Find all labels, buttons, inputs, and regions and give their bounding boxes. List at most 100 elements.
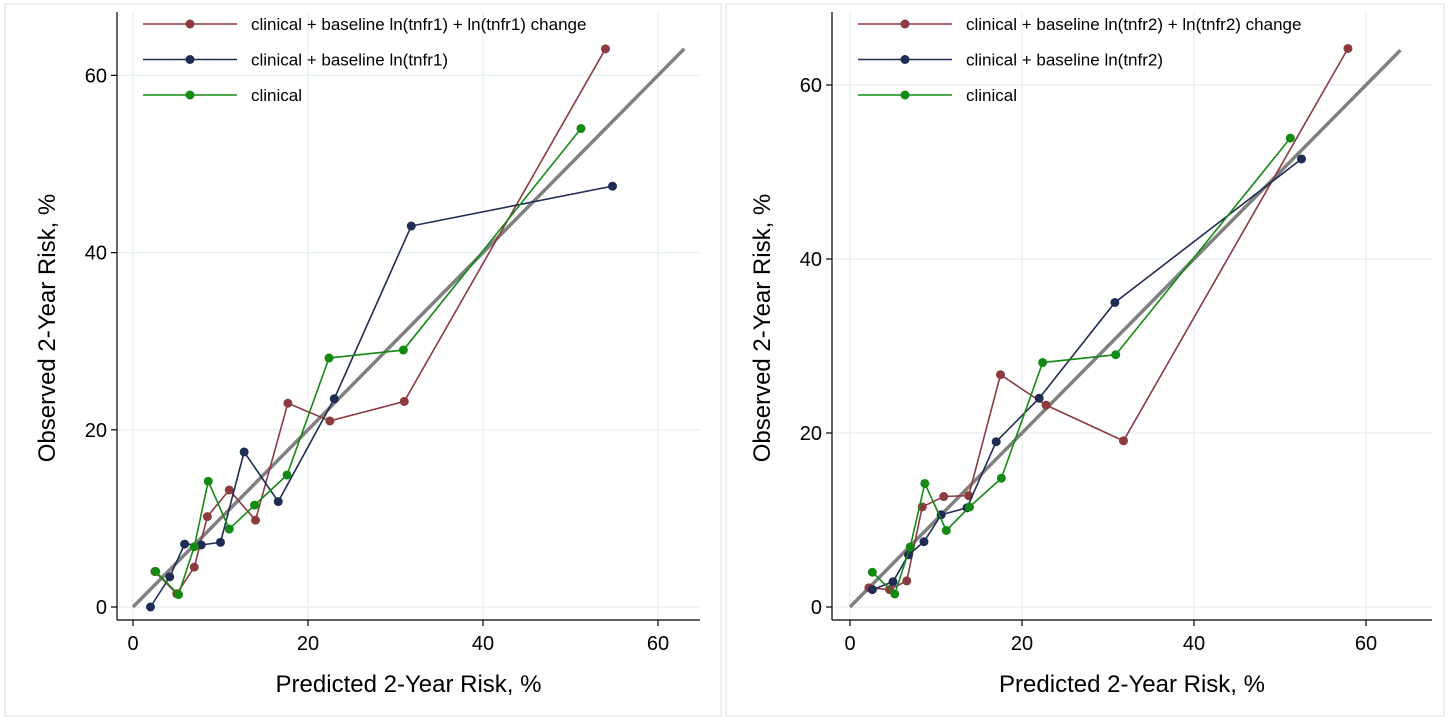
data-point (902, 576, 912, 586)
x-tick-label: 40 (1183, 633, 1205, 655)
y-tick-label: 20 (85, 420, 107, 442)
y-tick-label: 40 (85, 243, 107, 265)
y-tick-label: 0 (811, 597, 822, 619)
data-point (329, 394, 339, 404)
data-point (991, 437, 1001, 447)
data-point (1111, 350, 1121, 360)
series-line (149, 185, 613, 608)
legend-item: clinical + baseline ln(tnfr2) + ln(tnfr2… (858, 15, 1301, 34)
data-point (399, 396, 409, 406)
legend-marker (900, 55, 910, 64)
data-point (996, 370, 1005, 380)
data-point (867, 567, 877, 577)
data-point (325, 416, 335, 426)
data-point (151, 567, 161, 577)
data-point (406, 221, 416, 231)
chart-panel-1: 0 20 40 60 0 20 40 60 Predicted 2-Year Risk, % Ob… (4, 3, 722, 717)
data-point (146, 602, 155, 612)
data-point (251, 515, 260, 525)
data-point (216, 537, 225, 547)
data-point (576, 124, 586, 134)
data-point (996, 473, 1006, 483)
legend-label: clinical + baseline ln(tnfr2) (966, 51, 1163, 70)
data-point (224, 524, 234, 534)
data-point (1285, 133, 1295, 143)
series-line (154, 48, 607, 595)
y-axis-title: Observed 2-Year Risk, % (34, 194, 61, 463)
data-point (1297, 154, 1306, 164)
data-point (941, 525, 951, 535)
data-point (867, 585, 877, 595)
data-point (174, 590, 183, 600)
legend-item: clinical + baseline ln(tnfr2) (858, 51, 1163, 70)
data-point (202, 512, 212, 522)
data-point (1038, 358, 1048, 368)
legend-item: clinical + baseline ln(tnfr1) + ln(tnfr1… (143, 15, 586, 34)
data-point (180, 539, 190, 549)
data-point (1041, 400, 1051, 410)
legend-item: clinical (858, 86, 1017, 105)
legend-item: clinical + baseline ln(tnfr1) (143, 51, 448, 70)
legend-label: clinical + baseline ln(tnfr2) + ln(tnfr2… (966, 15, 1301, 34)
chart-panel-2: 0 20 40 60 0 20 40 60 Predicted 2-Year Risk, % Ob… (725, 3, 1445, 717)
data-point (398, 345, 408, 355)
legend-item: clinical (143, 86, 302, 105)
data-point (283, 398, 293, 408)
legend-marker (185, 90, 195, 100)
data-point (224, 485, 234, 495)
panel-frame (725, 3, 1445, 717)
data-point (324, 353, 334, 363)
data-point (165, 572, 175, 582)
series-line (155, 128, 582, 597)
x-tick-label: 20 (297, 633, 319, 655)
legend-label: clinical + baseline ln(tnfr1) (251, 51, 448, 70)
series-3 (151, 124, 586, 600)
data-point (189, 542, 199, 552)
x-tick-label: 0 (844, 633, 855, 655)
data-point (203, 476, 213, 486)
x-tick-label: 60 (1355, 633, 1377, 655)
y-tick-label: 60 (85, 65, 107, 87)
data-point (919, 537, 929, 547)
data-point (920, 478, 930, 488)
legend-label: clinical + baseline ln(tnfr1) + ln(tnfr1… (251, 15, 586, 34)
data-point (239, 447, 249, 457)
data-point (608, 181, 617, 191)
legend-marker (900, 90, 910, 100)
data-point (189, 562, 199, 572)
x-tick-label: 40 (472, 633, 494, 655)
data-point (1118, 436, 1128, 446)
series-2 (146, 181, 617, 612)
x-tick-label: 0 (127, 633, 138, 655)
data-point (273, 497, 283, 507)
data-point (965, 502, 975, 512)
legend-marker (900, 19, 910, 29)
data-point (905, 542, 915, 552)
x-axis-title: Predicted 2-Year Risk, % (999, 671, 1265, 698)
x-axis-title: Predicted 2-Year Risk, % (276, 671, 542, 698)
data-point (196, 540, 206, 550)
x-tick-label: 20 (1011, 633, 1033, 655)
data-point (282, 470, 292, 480)
legend-marker (185, 55, 195, 64)
series-line (871, 137, 1291, 596)
legend-label: clinical (251, 86, 302, 105)
data-point (1343, 43, 1353, 53)
y-tick-label: 20 (800, 423, 822, 445)
panel-frame (4, 3, 722, 717)
data-point (601, 44, 610, 54)
legend-label: clinical (966, 86, 1017, 105)
data-point (250, 500, 260, 510)
data-point (939, 492, 949, 502)
x-tick-label: 60 (647, 633, 669, 655)
series-3 (867, 133, 1295, 599)
y-tick-label: 60 (800, 75, 822, 97)
data-point (1034, 393, 1044, 403)
data-point (890, 589, 900, 599)
y-axis-title: Observed 2-Year Risk, % (749, 194, 776, 463)
data-point (888, 577, 898, 587)
reference-line (131, 47, 686, 609)
legend-marker (185, 19, 195, 29)
